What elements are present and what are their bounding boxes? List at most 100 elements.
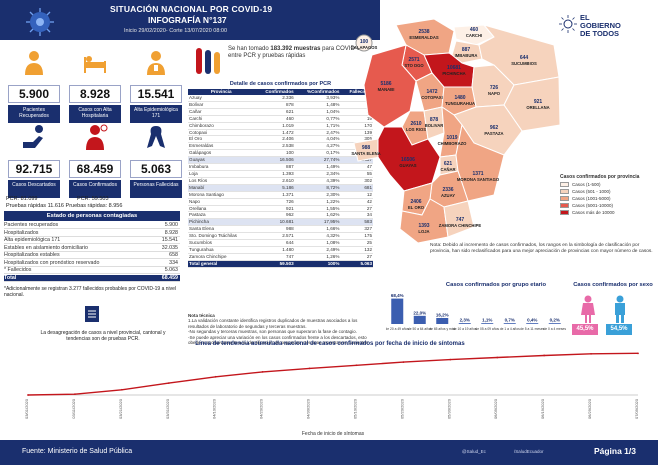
age-bar-value: 1,1%: [482, 318, 492, 323]
table-cell: 27: [340, 253, 373, 261]
footer-social-twitter[interactable]: @Salud_Ec: [462, 449, 486, 454]
table-cell: 2,30%: [294, 191, 341, 199]
state-row: Hospitalizados con pronóstico reservado 3…: [4, 260, 180, 267]
table-cell: 0,17%: [294, 149, 341, 158]
map-label-9: COTOPAXI: [421, 95, 442, 100]
hospital-bed-icon: [84, 56, 106, 73]
kpi-hospital-discharge-label: Casos con Alta Hospitalaria: [69, 105, 121, 123]
tech-note: Nota técnica 1.La validación constante i…: [188, 313, 378, 345]
table-cell: 747: [254, 253, 295, 261]
table-cell: Imbabura: [188, 163, 255, 171]
table-cell: 644: [254, 239, 295, 247]
table-cell: 921: [254, 205, 295, 213]
legend-item: Casos más de 10000: [560, 210, 652, 215]
legend-item: Casos (5001-10000): [560, 203, 652, 208]
table-cell: 25: [340, 239, 373, 247]
table-row: Manabí 5.186 8,72% 681: [188, 184, 373, 192]
trend-point: [214, 375, 217, 378]
trend-x-tick: 05/20/2020: [399, 398, 404, 419]
age-bar: [458, 323, 471, 324]
table-header-cell: Fallecidos: [340, 89, 373, 95]
age-bar: [503, 323, 516, 324]
table-cell: 1.472: [254, 129, 295, 137]
age-bar-value: 16,2%: [436, 312, 449, 317]
table-cell: El Oro: [188, 135, 255, 144]
table-cell: 8,72%: [294, 184, 341, 192]
table-cell: Carchi: [188, 115, 255, 123]
map-label-22: ZAMORA CHINCHIPE: [439, 223, 482, 228]
table-cell: 175: [340, 232, 373, 241]
table-cell: Orellana: [188, 205, 255, 213]
map-label-10: TUNGURAHUA: [445, 101, 475, 106]
map-label-18: MORONA SANTIAGO: [457, 177, 500, 182]
age-bar-category: de 65 años y más: [429, 327, 455, 331]
table-cell: 1,08%: [294, 239, 341, 247]
table-cell: Pichincha: [188, 218, 255, 227]
trend-x-tick: 05/30/2020: [446, 398, 451, 419]
table-row: Morona Santiago 1.371 2,30% 12: [188, 191, 373, 199]
map-value-13: 962: [490, 125, 499, 131]
table-cell: 17,95%: [294, 218, 341, 227]
map-value-11: 2610: [410, 121, 421, 127]
state-total-row: Total 68.459: [4, 274, 180, 282]
table-cell: 1,48%: [294, 101, 341, 109]
table-header-cell: %Confirmados: [294, 89, 341, 95]
table-header-cell: Provincia: [188, 89, 255, 95]
table-cell: Zamora Chinchipe: [188, 253, 255, 261]
table-cell: Sucumbíos: [188, 239, 255, 247]
table-cell: 2,34%: [294, 170, 341, 178]
age-bar: [548, 323, 561, 324]
legend-swatch: [560, 196, 569, 201]
footer-source: Fuente: Ministerio de Salud Pública: [22, 448, 133, 455]
map-value-18: 1371: [472, 171, 483, 177]
map-value-9: 1472: [426, 89, 437, 95]
state-row: Alta epidemiológica 171 15.541: [4, 237, 180, 244]
trend-point: [402, 361, 405, 363]
table-cell: Loja: [188, 170, 255, 178]
state-total-label: Total: [4, 274, 17, 281]
age-bar: [481, 323, 494, 324]
trend-point: [496, 356, 499, 359]
legend-swatch: [560, 189, 569, 194]
table-cell: 1.371: [254, 191, 295, 199]
table-row: Pichincha 10.681 17,95% 583: [188, 218, 373, 227]
kpi-deceased-label: Personas Fallecidas: [130, 180, 182, 198]
table-cell: 2,49%: [294, 246, 341, 254]
kpi-confirmed-label: Casos Confirmados: [69, 180, 121, 198]
table-row: Tungurahua 1.480 2,49% 132: [188, 246, 373, 254]
table-cell: 10.681: [254, 218, 295, 227]
table-cell: 27,74%: [294, 156, 341, 165]
state-row-label: Estables en aislamiento domiciliario: [4, 244, 88, 251]
table-cell: 2.336: [254, 95, 295, 102]
table-cell: 327: [340, 225, 373, 234]
map-value-14: 1019: [446, 135, 457, 141]
footer-social-facebook[interactable]: /SaludEcuador: [514, 449, 544, 454]
state-row: * Fallecidos 5.063: [4, 267, 180, 274]
table-cell: Morona Santiago: [188, 191, 255, 199]
trend-x-tick: 03/21/2020: [118, 398, 123, 419]
kpi-recovered-value: 5.900: [8, 85, 60, 103]
map-value-15: 988: [362, 145, 371, 151]
table-cell: 1.019: [254, 122, 295, 130]
kpi-confirmed: 68.459 Casos Confirmados: [69, 122, 121, 198]
state-row-value: 658: [169, 252, 178, 258]
table-cell: Cotopaxi: [188, 129, 255, 137]
map-value-10: 1480: [454, 95, 465, 101]
province-table-title: Detalle de casos confirmados por PCR: [229, 81, 332, 87]
header-period: Inicio 29/02/2020- Corte 13/07/2020 08:0…: [124, 28, 228, 34]
table-cell: 100: [254, 149, 295, 158]
age-bar-value: 0,4%: [527, 318, 537, 323]
document-icon: [85, 306, 99, 322]
trend-x-tick: 03/31/2020: [165, 398, 170, 419]
kpi-hospital-discharge-value: 8.928: [69, 85, 121, 103]
table-cell: 139: [340, 129, 373, 137]
state-row-value: 32.035: [161, 244, 178, 251]
tech-note-line-2: -No segundas y terceras muestras, son pe…: [188, 329, 357, 335]
age-bar: [436, 317, 449, 324]
disaggregation-note: La desagregación de casos a nivel provin…: [40, 330, 166, 342]
logo-line-1: EL: [580, 13, 590, 22]
age-bar: [413, 315, 426, 324]
province-table: Provincia Confirmados %Confirmados Fallecid…: [188, 89, 373, 268]
map-value-22: 747: [456, 217, 465, 223]
table-cell: 1.393: [254, 170, 295, 178]
